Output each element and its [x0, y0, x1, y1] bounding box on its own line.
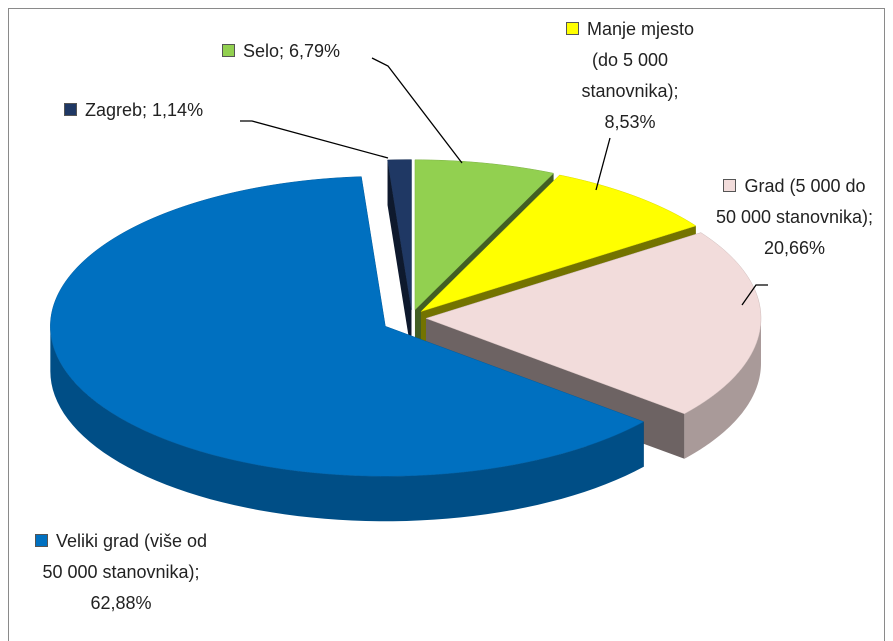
- pie: [50, 159, 762, 522]
- label-text: Veliki grad (više od 50 000 stanovnika);…: [42, 531, 208, 613]
- data-label-text: Grad (5 000 do 50 000 stanovnika); 20,66…: [712, 171, 877, 264]
- legend-key: [222, 44, 235, 57]
- data-label-text: Manje mjesto (do 5 000 stanovnika); 8,53…: [555, 14, 705, 138]
- slice-top: [387, 159, 412, 310]
- leader-line: [741, 284, 768, 306]
- slice-top: [50, 176, 645, 477]
- slice-wall: [50, 326, 644, 522]
- slice-top: [414, 159, 555, 311]
- data-label-text: Zagreb; 1,14%: [64, 95, 264, 126]
- legend-key: [565, 22, 579, 35]
- legend-key: [34, 534, 48, 547]
- label-text: Zagreb; 1,14%: [85, 100, 204, 120]
- slice: [50, 176, 645, 522]
- leader-line: [595, 137, 611, 191]
- data-label-text: Veliki grad (više od 50 000 stanovnika);…: [30, 526, 212, 619]
- leader-line: [371, 57, 463, 164]
- legend-key: [723, 179, 737, 192]
- label-text: Grad (5 000 do 50 000 stanovnika); 20,66…: [715, 176, 874, 258]
- legend-key: [64, 103, 77, 116]
- labels: Selo; 6,79% Manje mjesto (do 5 000 stanov…: [30, 14, 877, 619]
- data-label: Grad (5 000 do 50 000 stanovnika); 20,66…: [712, 171, 877, 264]
- slice: [387, 159, 412, 355]
- label-text: Selo; 6,79%: [243, 41, 341, 61]
- slice-top: [425, 232, 762, 415]
- data-label-text: Selo; 6,79%: [222, 36, 392, 67]
- slice-wall: [684, 318, 761, 459]
- data-label: Selo; 6,79%: [222, 36, 392, 67]
- label-text: Manje mjesto (do 5 000 stanovnika); 8,53…: [581, 19, 695, 132]
- slice-top: [420, 174, 697, 312]
- data-label: Manje mjesto (do 5 000 stanovnika); 8,53…: [555, 14, 705, 138]
- leader-line: [240, 120, 389, 159]
- slice-side: [387, 159, 412, 355]
- data-label: Zagreb; 1,14%: [64, 95, 264, 126]
- data-label: Veliki grad (više od 50 000 stanovnika);…: [30, 526, 212, 619]
